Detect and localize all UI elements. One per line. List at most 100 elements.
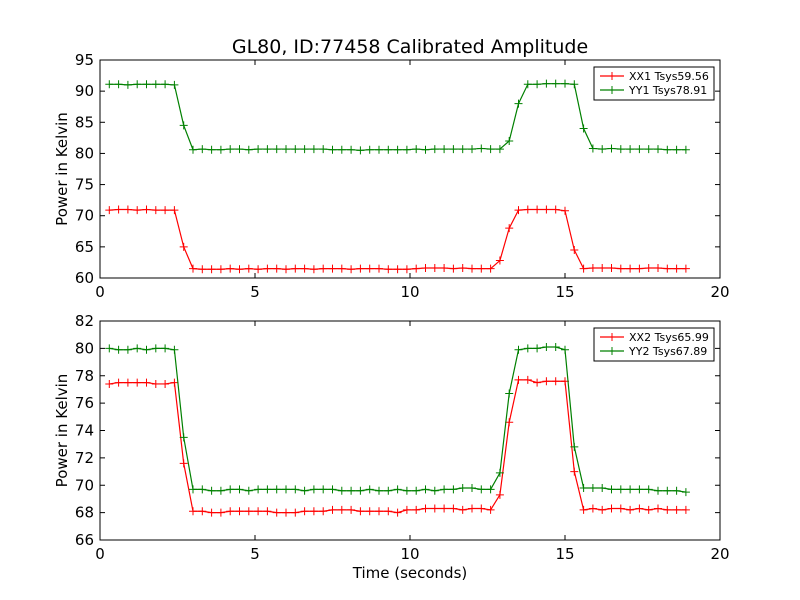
y-tick-label: 90 <box>75 82 94 100</box>
data-point-marker <box>254 507 263 516</box>
x-tick-label: 15 <box>555 283 574 301</box>
x-axis-label: Time (seconds) <box>352 564 468 582</box>
data-point-marker <box>133 344 142 353</box>
data-point-marker <box>644 264 653 273</box>
data-point-marker <box>142 205 151 214</box>
y-tick-label: 75 <box>75 176 94 194</box>
data-point-marker <box>272 145 281 154</box>
x-tick-label: 15 <box>555 545 574 563</box>
data-point-marker <box>347 505 356 514</box>
data-point-marker <box>235 145 244 154</box>
y-tick-label: 80 <box>75 339 94 357</box>
data-point-marker <box>495 256 504 265</box>
data-point-marker <box>663 505 672 514</box>
data-point-marker <box>365 264 374 273</box>
data-point-marker <box>151 80 160 89</box>
data-point-marker <box>477 504 486 513</box>
data-point-marker <box>161 80 170 89</box>
data-point-marker <box>681 145 690 154</box>
data-point-marker <box>654 264 662 273</box>
data-point-marker <box>309 265 318 274</box>
data-point-marker <box>468 145 476 154</box>
data-point-marker <box>449 504 458 513</box>
data-point-marker <box>681 264 690 273</box>
data-point-marker <box>495 145 504 154</box>
data-point-marker <box>635 145 644 154</box>
data-point-marker <box>235 507 244 516</box>
data-point-marker <box>365 145 374 154</box>
data-point-marker <box>356 507 365 516</box>
data-point-marker <box>681 505 690 514</box>
data-point-marker <box>505 224 514 233</box>
data-point-marker <box>123 205 132 214</box>
data-point-marker <box>533 378 542 387</box>
data-point-marker <box>347 145 356 154</box>
data-point-marker <box>319 145 328 154</box>
data-point-marker <box>495 468 504 477</box>
data-point-marker <box>551 79 560 88</box>
data-point-marker <box>216 145 225 154</box>
data-point-marker <box>570 442 579 451</box>
data-point-marker <box>440 485 449 494</box>
data-point-marker <box>244 507 253 516</box>
data-point-marker <box>514 375 523 384</box>
y-tick-label: 60 <box>75 269 94 287</box>
data-point-marker <box>663 145 672 154</box>
data-point-marker <box>412 145 421 154</box>
data-point-marker <box>430 145 439 154</box>
data-point-marker <box>347 265 356 274</box>
data-point-marker <box>142 80 151 89</box>
data-point-marker <box>291 264 300 273</box>
legend-marker <box>608 347 616 355</box>
data-point-marker <box>477 264 486 273</box>
data-point-marker <box>486 145 495 154</box>
data-point-marker <box>588 264 597 273</box>
data-point-marker <box>151 379 160 388</box>
data-point-marker <box>375 486 383 495</box>
y-axis-label: Power in Kelvin <box>53 374 71 488</box>
data-point-marker <box>644 485 653 494</box>
data-point-marker <box>365 507 374 516</box>
data-point-marker <box>300 264 309 273</box>
data-point-marker <box>607 504 616 513</box>
data-point-marker <box>282 485 290 494</box>
data-point-marker <box>616 145 625 154</box>
y-tick-label: 82 <box>75 312 94 330</box>
data-point-marker <box>375 145 383 154</box>
data-point-marker <box>142 378 151 387</box>
data-point-marker <box>468 483 476 492</box>
data-point-marker <box>644 505 653 514</box>
data-point-marker <box>337 505 346 514</box>
data-point-marker <box>123 80 132 89</box>
data-point-marker <box>123 378 132 387</box>
y-tick-label: 70 <box>75 476 94 494</box>
data-point-marker <box>505 418 514 427</box>
legend-label: XX1 Tsys59.56 <box>629 70 709 83</box>
data-point-marker <box>300 507 309 516</box>
data-point-marker <box>570 467 579 476</box>
data-point-marker <box>598 505 607 514</box>
data-point-marker <box>179 242 188 251</box>
data-point-marker <box>477 144 486 153</box>
data-point-marker <box>402 505 411 514</box>
data-point-marker <box>654 504 662 513</box>
data-point-marker <box>616 485 625 494</box>
data-point-marker <box>561 206 569 215</box>
data-point-marker <box>272 508 281 517</box>
data-point-marker <box>207 508 216 517</box>
data-point-marker <box>207 486 216 495</box>
data-point-marker <box>216 265 225 274</box>
legend-marker <box>608 72 616 80</box>
data-point-marker <box>533 80 542 89</box>
data-point-marker <box>542 205 551 214</box>
data-point-marker <box>337 486 346 495</box>
data-point-marker <box>542 377 551 386</box>
y-tick-label: 85 <box>75 113 94 131</box>
data-point-marker <box>216 486 225 495</box>
data-point-marker <box>384 507 393 516</box>
data-point-marker <box>626 145 635 154</box>
data-point-marker <box>458 483 467 492</box>
x-tick-label: 20 <box>710 283 729 301</box>
data-point-marker <box>151 344 160 353</box>
data-point-marker <box>216 508 225 517</box>
